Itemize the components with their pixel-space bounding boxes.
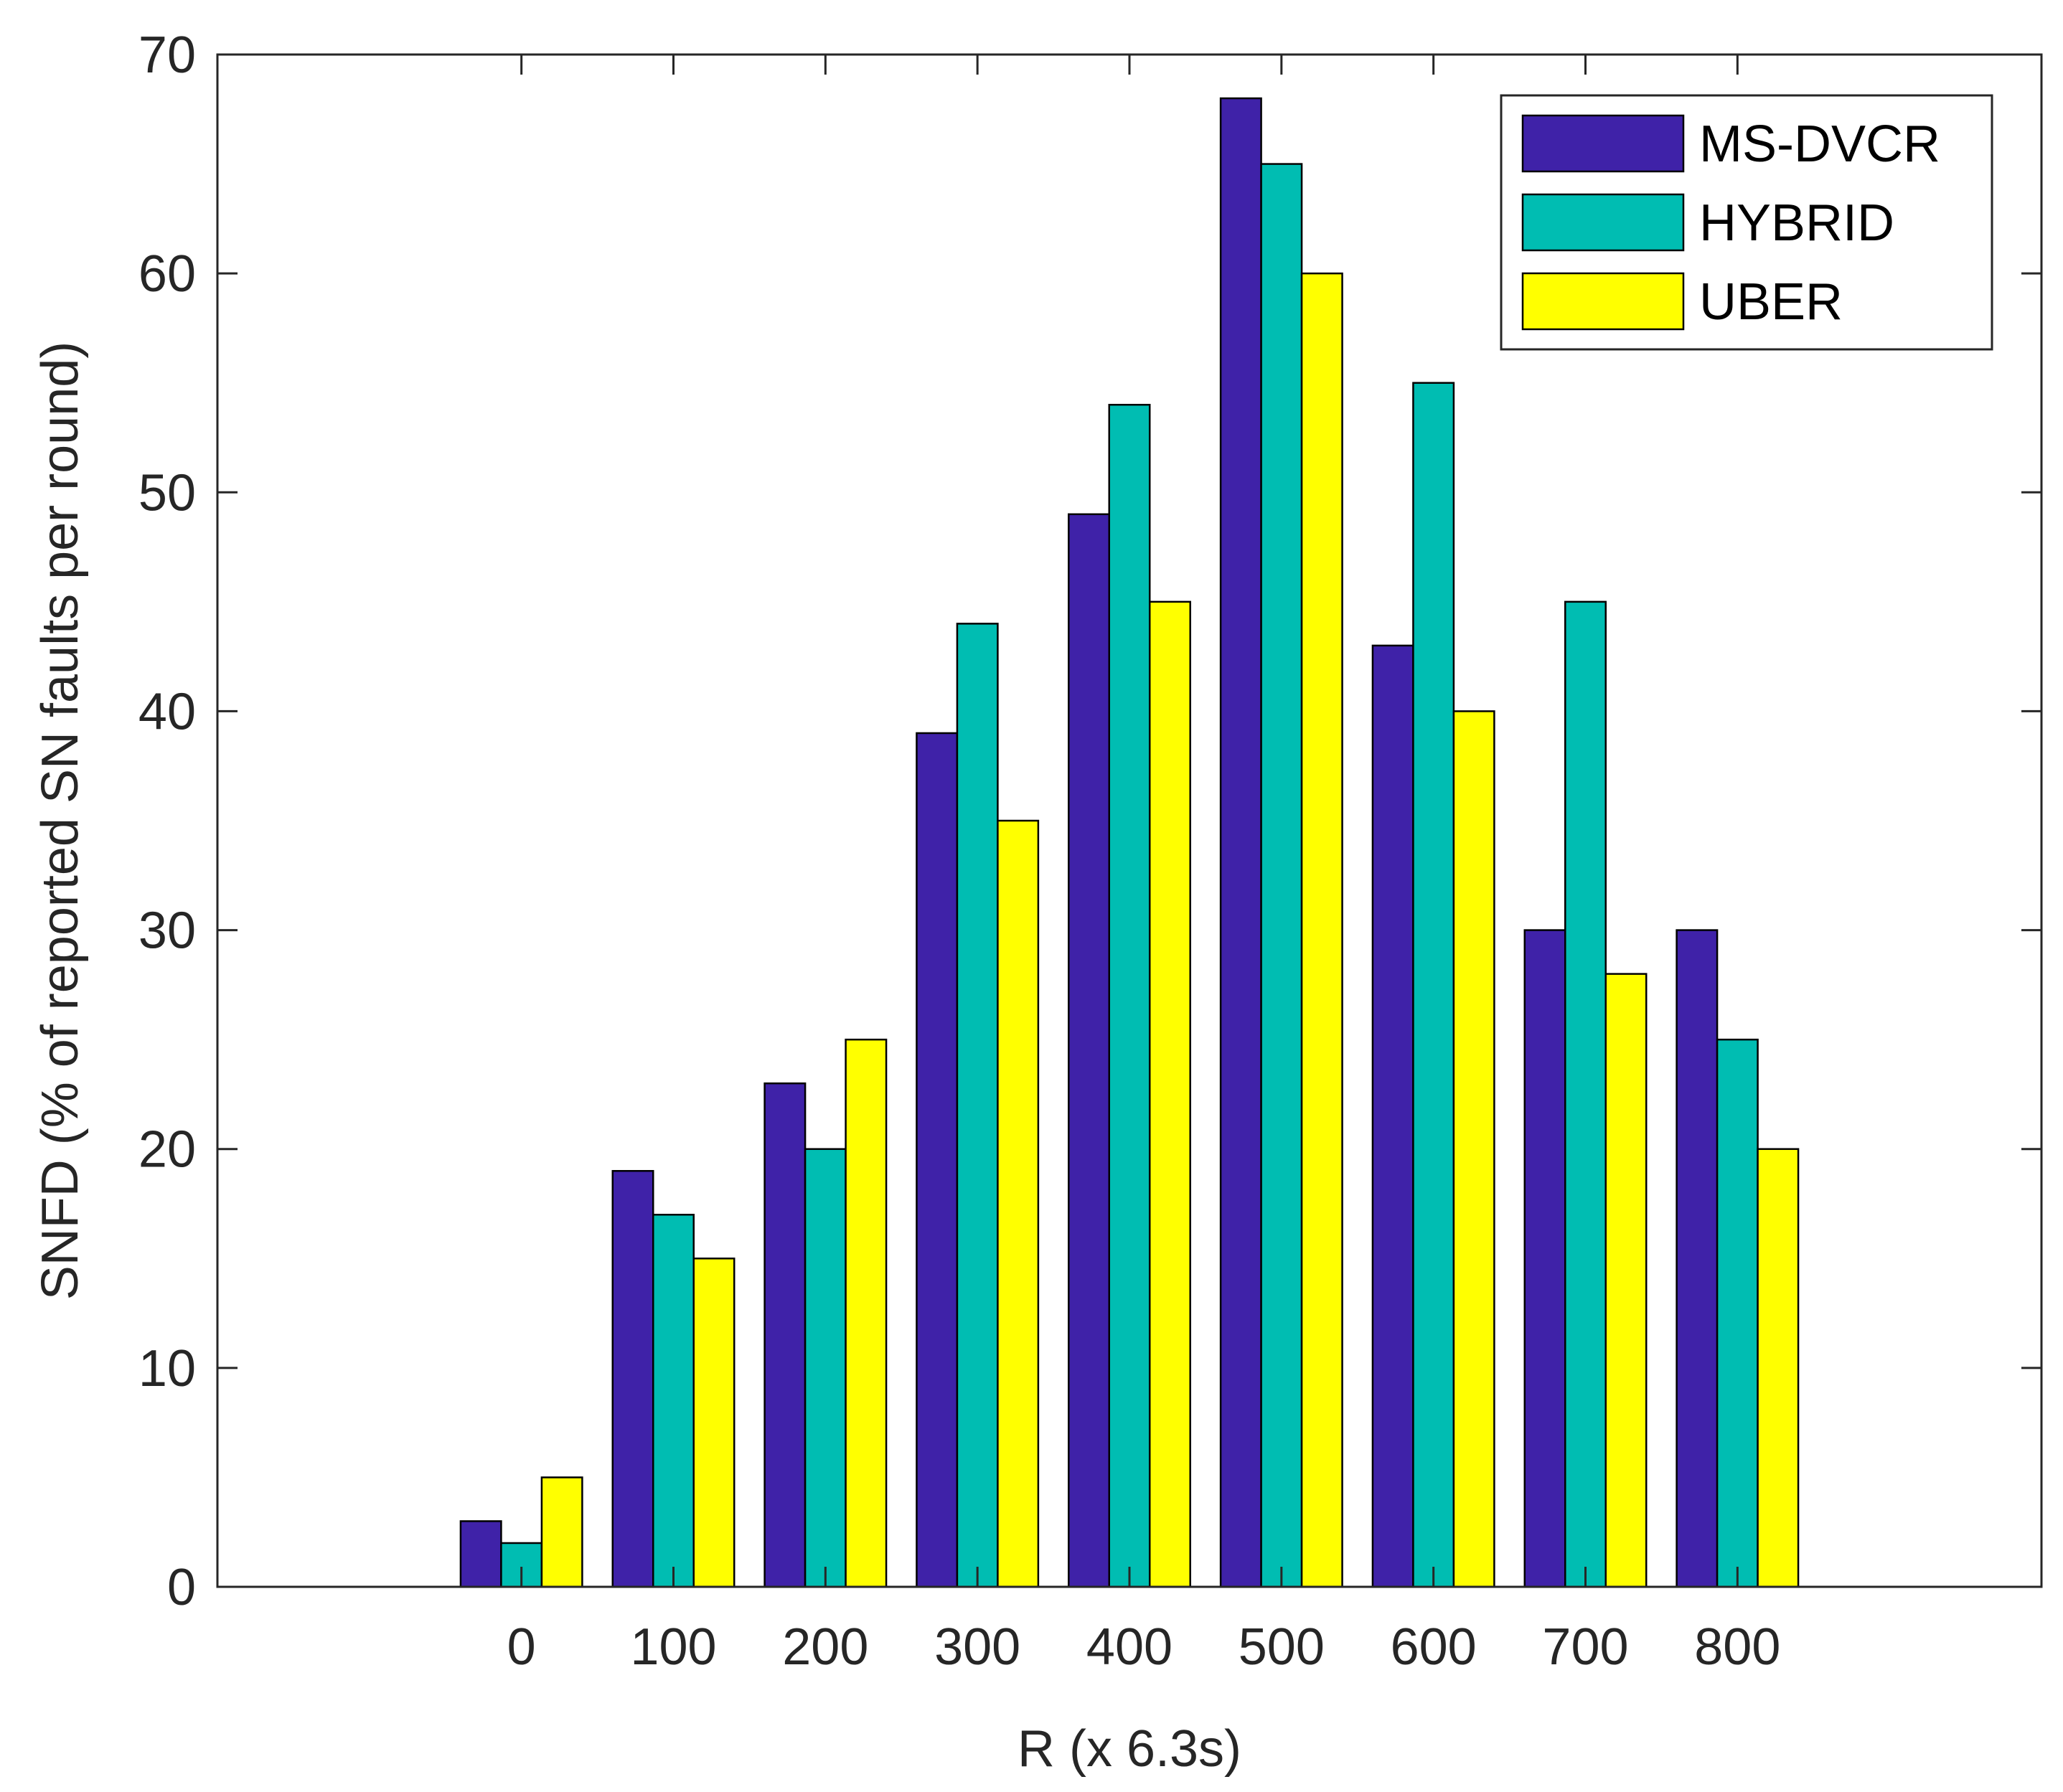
- bar-hybrid-400: [1108, 403, 1151, 1588]
- y-tick-label: 50: [138, 464, 196, 522]
- bar-ms-dvcr-600: [1371, 644, 1414, 1588]
- y-tick-label: 70: [138, 27, 196, 84]
- bar-uber-200: [845, 1038, 888, 1588]
- x-tick-label: 700: [1542, 1618, 1628, 1676]
- legend-label-uber: UBER: [1699, 273, 1843, 331]
- x-tick-label: 400: [1086, 1618, 1173, 1676]
- x-tick-label: 600: [1391, 1618, 1477, 1676]
- x-tick-label: 100: [630, 1618, 716, 1676]
- legend-label-ms-dvcr: MS-DVCR: [1699, 115, 1940, 173]
- bar-hybrid-500: [1260, 163, 1303, 1588]
- x-axis-title: R (x 6.3s): [1018, 1720, 1241, 1778]
- bar-hybrid-300: [956, 623, 999, 1588]
- bar-uber-0: [540, 1476, 583, 1588]
- bar-hybrid-800: [1716, 1038, 1759, 1588]
- bar-uber-300: [997, 819, 1040, 1588]
- bar-ms-dvcr-400: [1068, 513, 1111, 1588]
- bar-uber-600: [1452, 710, 1495, 1588]
- legend-label-hybrid: HYBRID: [1699, 194, 1894, 252]
- y-tick-label: 40: [138, 683, 196, 740]
- bar-uber-800: [1757, 1148, 1800, 1588]
- y-axis-title: SNFD (% of reported SN faults per round): [32, 341, 89, 1301]
- legend-swatch-ms-dvcr: [1521, 114, 1685, 173]
- x-tick-label: 800: [1694, 1618, 1780, 1676]
- bar-hybrid-600: [1412, 382, 1455, 1588]
- x-tick-label: 500: [1239, 1618, 1325, 1676]
- bar-hybrid-200: [804, 1148, 847, 1588]
- y-tick-label: 10: [138, 1340, 196, 1397]
- legend-swatch-uber: [1521, 272, 1685, 331]
- bar-hybrid-700: [1564, 600, 1607, 1588]
- x-tick-label: 300: [934, 1618, 1020, 1676]
- bar-ms-dvcr-100: [611, 1169, 654, 1588]
- y-tick-label: 20: [138, 1121, 196, 1179]
- bar-ms-dvcr-500: [1219, 97, 1262, 1588]
- bar-hybrid-100: [652, 1214, 695, 1588]
- legend-swatch-hybrid: [1521, 193, 1685, 252]
- bar-ms-dvcr-200: [763, 1082, 807, 1588]
- y-tick-label: 0: [167, 1559, 196, 1616]
- bar-ms-dvcr-700: [1523, 929, 1566, 1588]
- x-tick-label: 0: [507, 1618, 536, 1676]
- y-tick-label: 30: [138, 902, 196, 960]
- bars-layer: [459, 97, 1800, 1588]
- legend: MS-DVCR HYBRID UBER: [1500, 94, 1993, 351]
- bar-ms-dvcr-800: [1676, 929, 1719, 1588]
- bar-ms-dvcr-0: [459, 1520, 502, 1588]
- bar-uber-700: [1604, 973, 1648, 1588]
- bar-ms-dvcr-300: [916, 732, 959, 1588]
- bar-uber-100: [692, 1258, 736, 1588]
- y-tick-label: 60: [138, 245, 196, 303]
- x-tick-label: 200: [782, 1618, 868, 1676]
- bar-uber-500: [1300, 272, 1343, 1588]
- bar-uber-400: [1148, 600, 1191, 1588]
